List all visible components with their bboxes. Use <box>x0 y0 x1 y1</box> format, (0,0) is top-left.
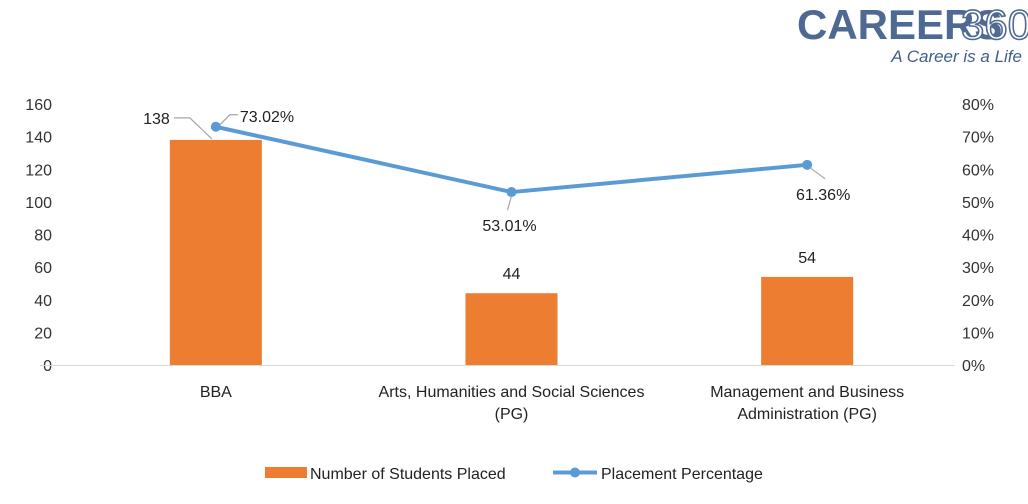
bar-data-label: 138 <box>143 111 170 128</box>
legend-bar-swatch <box>265 467 307 478</box>
bar-series: 138 44 54 <box>143 111 854 365</box>
line-label-leader <box>506 195 513 211</box>
left-tick-label: 80 <box>34 228 52 245</box>
left-tick-label: 140 <box>25 130 52 147</box>
right-axis: 0% 10% 20% 30% 40% 50% 60% 70% 80% <box>962 97 994 375</box>
logo: CAREERS 360 A Career is a Life <box>797 0 1028 66</box>
left-axis: 0 20 40 60 80 100 120 140 160 <box>25 97 52 375</box>
left-tick-label: 0 <box>43 358 52 375</box>
left-tick-label: 100 <box>25 195 52 212</box>
line-data-label: 61.36% <box>796 187 850 204</box>
legend: Number of Students Placed Placement Perce… <box>265 466 763 483</box>
right-tick-label: 10% <box>962 325 994 342</box>
line-data-label: 73.02% <box>240 109 294 126</box>
category-label: BBA <box>200 384 232 401</box>
line-point <box>802 159 813 170</box>
logo-number: 360 <box>961 1 1028 48</box>
bar <box>761 276 854 365</box>
legend-label: Number of Students Placed <box>310 466 506 483</box>
logo-tagline: A Career is a Life <box>890 47 1022 66</box>
bar <box>465 293 558 365</box>
line-point <box>506 187 517 198</box>
line-label-leader <box>219 114 238 126</box>
right-tick-label: 30% <box>962 260 994 277</box>
right-tick-label: 70% <box>962 130 994 147</box>
category-label: (PG) <box>495 406 529 423</box>
right-tick-label: 60% <box>962 162 994 179</box>
logo-brand: CAREERS <box>797 1 1002 48</box>
legend-line-marker <box>570 467 580 478</box>
right-tick-label: 20% <box>962 293 994 310</box>
legend-label: Placement Percentage <box>601 466 763 483</box>
line-series: 73.02% 53.01% 61.36% <box>210 109 850 235</box>
bar-data-label: 54 <box>798 250 816 267</box>
bar-data-label: 44 <box>503 266 521 283</box>
left-tick-label: 120 <box>25 162 52 179</box>
bar <box>169 139 262 365</box>
left-tick-label: 40 <box>34 293 52 310</box>
line-label-leader <box>809 167 826 180</box>
bar-label-leader <box>173 117 213 140</box>
series-line <box>213 124 810 195</box>
left-tick-label: 60 <box>34 260 52 277</box>
right-tick-label: 80% <box>962 97 994 114</box>
right-tick-label: 40% <box>962 228 994 245</box>
right-tick-label: 50% <box>962 195 994 212</box>
category-label: Management and Business <box>710 384 904 401</box>
right-tick-label: 0% <box>962 358 985 375</box>
line-data-label: 53.01% <box>482 218 536 235</box>
category-label: Administration (PG) <box>737 406 877 423</box>
category-labels: BBA Arts, Humanities and Social Sciences (… <box>200 384 904 423</box>
left-tick-label: 20 <box>34 325 52 342</box>
line-point <box>210 121 221 132</box>
left-tick-label: 160 <box>25 97 52 114</box>
category-label: Arts, Humanities and Social Sciences <box>379 384 645 401</box>
